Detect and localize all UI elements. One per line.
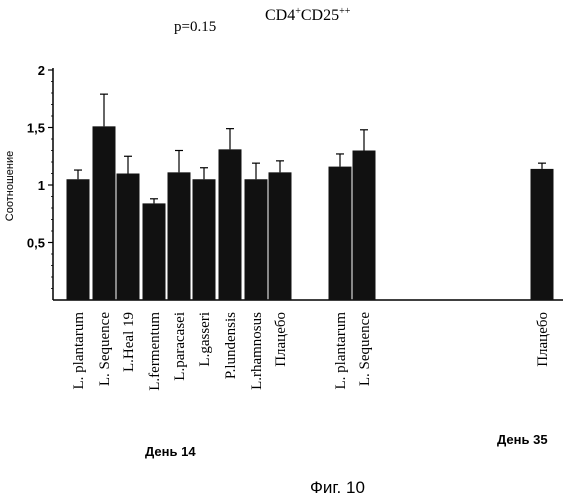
group-label-day35: День 35 [497,432,548,447]
figure-caption: Фиг. 10 [310,478,365,497]
x-tick-label: P.lundensis [223,312,239,379]
bar [269,172,292,300]
x-tick-label: L.gasseri [197,312,213,367]
title-sup2: ++ [339,6,351,17]
group-label-day14: День 14 [145,444,196,459]
bar [245,179,268,300]
y-tick-label: 1 [38,178,45,193]
x-tick-label: Плацебо [273,312,289,367]
bar [219,149,242,300]
p-value: p=0.15 [174,19,216,35]
bar [168,172,191,300]
x-tick-label: L. Sequence [357,312,373,386]
x-tick-label: L. Sequence [97,312,113,386]
y-tick-label: 2 [38,63,45,78]
x-tick-label: Плацебо [535,312,551,367]
bar [531,169,554,300]
bar [143,203,166,300]
y-tick-label: 1,5 [27,121,45,136]
bar [329,167,352,300]
x-tick-label: L.fermentum [147,312,163,391]
chart-title: CD4+CD25++ [265,6,351,24]
x-tick-label: L. plantarum [71,312,87,390]
title-main: CD4 [265,7,295,24]
bar [117,174,140,301]
x-tick-label: L.Heal 19 [121,312,137,372]
x-tick-label: L.paracasei [172,312,188,381]
x-tick-label: L. plantarum [333,312,349,390]
bar [193,179,216,300]
bar [353,151,376,301]
bar [67,179,90,300]
bar [93,126,116,300]
y-tick-label: 0,5 [27,236,45,251]
x-tick-label: L.rhamnosus [249,312,265,390]
title-mid: CD25 [301,7,339,24]
y-axis-label: Соотношение [4,151,16,221]
